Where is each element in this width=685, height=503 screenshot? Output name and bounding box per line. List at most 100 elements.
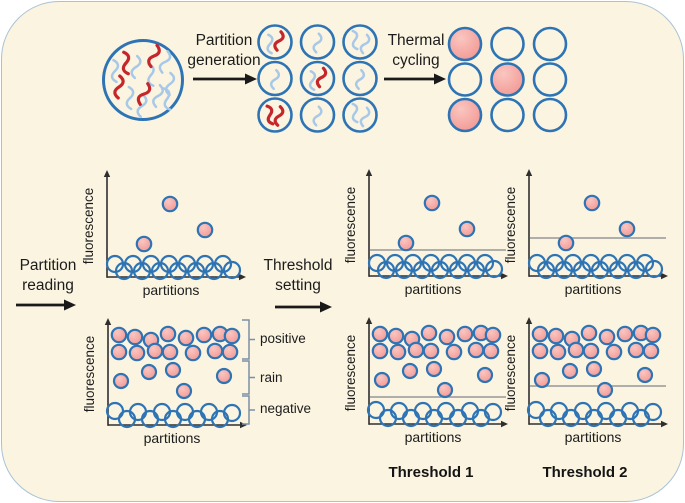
partition-droplet xyxy=(257,60,293,97)
threshold-2-label: Threshold 2 xyxy=(542,464,628,481)
y-axis-label: fluorescence xyxy=(505,335,518,412)
partition-reading-arrow xyxy=(15,297,79,318)
flow-arrow-head xyxy=(320,301,332,313)
rain-point xyxy=(596,381,614,399)
dna-strand-blue xyxy=(269,68,281,91)
dna-strand-red xyxy=(273,105,285,127)
x-axis-label: partitions xyxy=(565,281,622,297)
negative-point xyxy=(436,401,456,421)
rain-point xyxy=(436,381,454,399)
negative-point xyxy=(175,402,195,422)
positive-point xyxy=(206,342,224,360)
y-axis-arrowhead xyxy=(365,317,373,324)
thermal-grid xyxy=(446,24,570,139)
positive-point xyxy=(146,342,164,360)
partition-droplet xyxy=(299,60,336,97)
plot-reading-upper: fluorescence partitions xyxy=(81,165,253,312)
dna-strand-blue xyxy=(351,29,359,51)
partition-generation-label: Partition generation xyxy=(187,32,261,69)
partition-reading-label: Partition reading xyxy=(19,257,77,294)
positive-point xyxy=(223,327,241,345)
positive-droplet xyxy=(447,26,483,62)
flow-arrow-head xyxy=(64,299,76,311)
y-axis-label: fluorescence xyxy=(505,187,518,264)
positive-point xyxy=(161,195,179,213)
positive-point xyxy=(161,343,179,361)
positive-point xyxy=(195,326,213,344)
region-label-positive: positive xyxy=(260,331,306,346)
x-axis-arrowhead xyxy=(501,420,508,428)
positive-point xyxy=(159,325,177,343)
negative-droplet xyxy=(490,26,525,62)
y-axis-label: fluorescence xyxy=(345,187,358,264)
dna-strand-red xyxy=(113,74,125,100)
negative-point xyxy=(644,259,664,279)
dna-strand-blue xyxy=(125,85,135,111)
dna-strand-blue xyxy=(110,58,120,84)
x-axis-arrowhead xyxy=(240,421,247,429)
positive-point xyxy=(580,324,598,342)
x-axis-label: partitions xyxy=(565,429,622,445)
negative-point xyxy=(484,259,504,279)
negative-point xyxy=(635,253,655,273)
dna-strand-red xyxy=(121,50,131,76)
dna-strand-blue xyxy=(162,87,172,111)
positive-point xyxy=(458,220,476,238)
positive-point xyxy=(126,328,144,346)
threshold-setting-label: Threshold setting xyxy=(263,257,333,294)
rain-point xyxy=(140,363,158,381)
scatter-plot: fluorescence partitions xyxy=(343,317,508,445)
plot-threshold2-upper: fluorescence partitions xyxy=(503,164,675,311)
flow-arrow-head xyxy=(434,73,446,85)
region-bracket-segment xyxy=(242,395,255,425)
rain-point xyxy=(401,362,419,380)
y-axis-arrowhead xyxy=(104,318,112,325)
rain-point xyxy=(215,367,233,385)
dna-strand-blue xyxy=(359,106,371,128)
positive-point xyxy=(397,234,415,252)
threshold-1-label: Threshold 1 xyxy=(388,464,474,481)
dna-strand-blue xyxy=(308,70,317,91)
rain-point xyxy=(533,371,551,389)
positive-point xyxy=(196,221,214,239)
negative-droplet xyxy=(447,62,483,97)
x-axis-label: partitions xyxy=(143,282,200,298)
x-axis-arrowhead xyxy=(661,272,668,280)
x-axis-label: partitions xyxy=(405,281,462,297)
y-axis-arrowhead xyxy=(103,170,111,177)
positive-point xyxy=(135,235,153,253)
x-axis-label: partitions xyxy=(405,429,462,445)
positive-point xyxy=(642,342,660,360)
dna-strand-red xyxy=(136,82,152,106)
scatter-plot: fluorescence partitions xyxy=(343,169,508,297)
plot-threshold1-lower: fluorescence partitions xyxy=(343,312,515,459)
negative-point xyxy=(222,403,242,423)
sample-droplet-outline xyxy=(102,39,184,121)
region-bracket-segment xyxy=(242,319,255,360)
positive-point xyxy=(387,327,405,345)
dna-strand-blue xyxy=(351,102,359,124)
negative-droplet xyxy=(532,62,568,97)
positive-point xyxy=(627,341,645,359)
partition-generation-arrow xyxy=(192,71,260,92)
partition-droplet xyxy=(257,97,293,133)
positive-point xyxy=(423,194,441,212)
partition-droplet xyxy=(299,24,336,60)
negative-point xyxy=(526,400,546,420)
dna-strand-blue xyxy=(130,54,142,80)
negative-point xyxy=(643,402,663,422)
positive-point xyxy=(582,342,600,360)
partition-droplet xyxy=(342,24,378,60)
y-axis-label: fluorescence xyxy=(345,335,358,412)
negative-point xyxy=(213,254,233,274)
x-axis-arrowhead xyxy=(239,273,246,281)
positive-point xyxy=(221,343,239,361)
rain-point xyxy=(561,362,579,380)
positive-point xyxy=(456,325,474,343)
negative-point xyxy=(475,253,495,273)
y-axis-arrowhead xyxy=(365,169,373,176)
dna-strand-blue xyxy=(136,93,148,119)
negative-point xyxy=(596,401,616,421)
y-axis-arrowhead xyxy=(525,317,533,324)
region-bracket xyxy=(238,316,262,433)
